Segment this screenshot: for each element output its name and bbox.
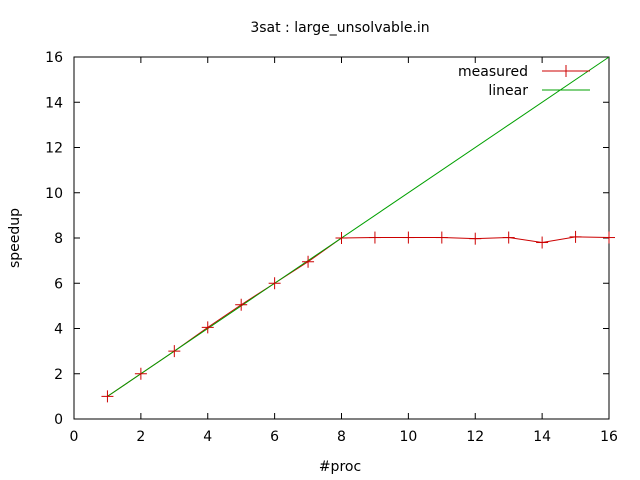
x-tick-label: 14: [533, 429, 551, 445]
y-tick-label: 14: [45, 95, 63, 111]
data-point: [101, 390, 114, 403]
data-point: [469, 232, 482, 245]
y-tick-label: 0: [54, 412, 63, 428]
data-point: [435, 231, 448, 244]
series-line-measured: [107, 236, 610, 397]
legend-label-measured: measured: [458, 64, 528, 80]
x-tick-label: 0: [70, 429, 79, 445]
x-axis-label: #proc: [319, 459, 361, 475]
legend: measured linear: [458, 64, 590, 99]
y-tick-label: 10: [45, 186, 63, 202]
axis-ticks: 0 2 4 6 8 10 12 14 16 0 2 4 6 8 10 12 14 16: [45, 50, 618, 445]
data-point: [335, 232, 348, 244]
measured-markers: [101, 230, 615, 403]
data-point: [235, 298, 248, 311]
data-point: [168, 345, 181, 358]
y-tick-label: 6: [54, 276, 63, 292]
data-point: [536, 236, 549, 249]
x-tick-label: 16: [600, 429, 618, 445]
x-tick-label: 4: [203, 429, 212, 445]
x-tick-label: 6: [270, 429, 279, 445]
legend-label-linear: linear: [488, 83, 528, 99]
x-tick-label: 12: [466, 429, 484, 445]
x-tick-label: 2: [136, 429, 145, 445]
y-tick-label: 8: [54, 231, 63, 247]
y-tick-label: 12: [45, 141, 63, 157]
x-tick-label: 10: [399, 429, 417, 445]
chart-title: 3sat : large_unsolvable.in: [250, 20, 429, 36]
data-point: [402, 231, 415, 244]
data-point: [603, 231, 615, 244]
series-line-linear: [107, 56, 610, 397]
data-point: [268, 277, 281, 290]
y-tick-label: 4: [54, 322, 63, 338]
y-tick-label: 2: [54, 367, 63, 383]
data-point: [502, 231, 515, 244]
series-lines: [107, 56, 610, 397]
x-tick-label: 8: [337, 429, 346, 445]
data-point: [569, 230, 582, 243]
data-point: [368, 231, 381, 244]
y-axis-label: speedup: [7, 208, 23, 268]
y-tick-label: 16: [45, 50, 63, 66]
data-point: [201, 321, 214, 334]
data-point: [302, 255, 315, 268]
data-point: [134, 367, 147, 380]
